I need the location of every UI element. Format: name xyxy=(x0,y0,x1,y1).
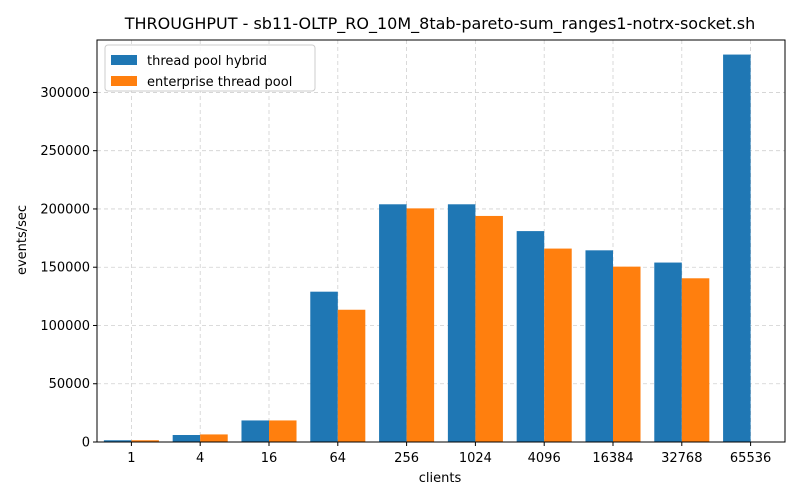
chart-title: THROUGHPUT - sb11-OLTP_RO_10M_8tab-paret… xyxy=(124,14,756,34)
legend-box xyxy=(104,44,316,92)
bar-thread-pool-hybrid-4 xyxy=(172,435,201,442)
legend-swatch xyxy=(111,76,137,86)
x-axis-label: clients xyxy=(419,471,462,486)
legend-swatch xyxy=(111,55,137,65)
axes: 0 50000 100000 150000 200000 250000 300000 1 4 16… xyxy=(40,39,786,466)
bar-enterprise-thread-pool-64 xyxy=(337,309,366,442)
y-tick-label: 100000 xyxy=(40,319,90,334)
bar-enterprise-thread-pool-4 xyxy=(200,434,228,442)
x-tick-label: 1 xyxy=(127,451,135,466)
bar-enterprise-thread-pool-1 xyxy=(131,440,159,442)
y-tick-label: 200000 xyxy=(40,202,90,217)
x-tick-label: 256 xyxy=(394,451,419,466)
legend-label: thread pool hybrid xyxy=(147,54,267,69)
x-tick-label: 65536 xyxy=(730,451,771,466)
bar-thread-pool-hybrid-1 xyxy=(103,440,132,442)
bar-thread-pool-hybrid-256 xyxy=(379,204,407,442)
bar-thread-pool-hybrid-32768 xyxy=(654,262,682,442)
bar-thread-pool-hybrid-16 xyxy=(241,420,269,442)
legend-label: enterprise thread pool xyxy=(147,75,292,90)
bars xyxy=(103,54,751,442)
x-tick-label: 32768 xyxy=(661,451,702,466)
bar-enterprise-thread-pool-16 xyxy=(269,420,297,442)
bar-thread-pool-hybrid-64 xyxy=(310,291,338,442)
bar-enterprise-thread-pool-32768 xyxy=(681,278,710,442)
bar-thread-pool-hybrid-16384 xyxy=(585,250,613,442)
legend: thread pool hybrid enterprise thread pool xyxy=(104,44,316,92)
bar-enterprise-thread-pool-16384 xyxy=(613,266,641,442)
bar-thread-pool-hybrid-65536 xyxy=(723,54,751,442)
y-tick-label: 300000 xyxy=(40,86,90,101)
bar-enterprise-thread-pool-256 xyxy=(406,208,435,442)
bar-thread-pool-hybrid-1024 xyxy=(447,204,476,442)
y-tick-label: 50000 xyxy=(49,377,90,392)
bar-thread-pool-hybrid-4096 xyxy=(516,231,545,442)
x-tick-label: 64 xyxy=(330,451,347,466)
x-tick-label: 16 xyxy=(261,451,278,466)
x-tick-label: 16384 xyxy=(592,451,633,466)
y-tick-label: 150000 xyxy=(40,261,90,276)
x-tick-label: 4096 xyxy=(528,451,561,466)
y-tick-label: 0 xyxy=(82,436,90,451)
x-tick-label: 1024 xyxy=(459,451,492,466)
x-tick-label: 4 xyxy=(196,451,204,466)
plot-frame xyxy=(96,39,786,443)
bar-enterprise-thread-pool-1024 xyxy=(475,215,503,442)
y-axis-label: events/sec xyxy=(15,205,30,275)
y-tick-label: 250000 xyxy=(40,144,90,159)
bar-enterprise-thread-pool-4096 xyxy=(544,248,572,442)
